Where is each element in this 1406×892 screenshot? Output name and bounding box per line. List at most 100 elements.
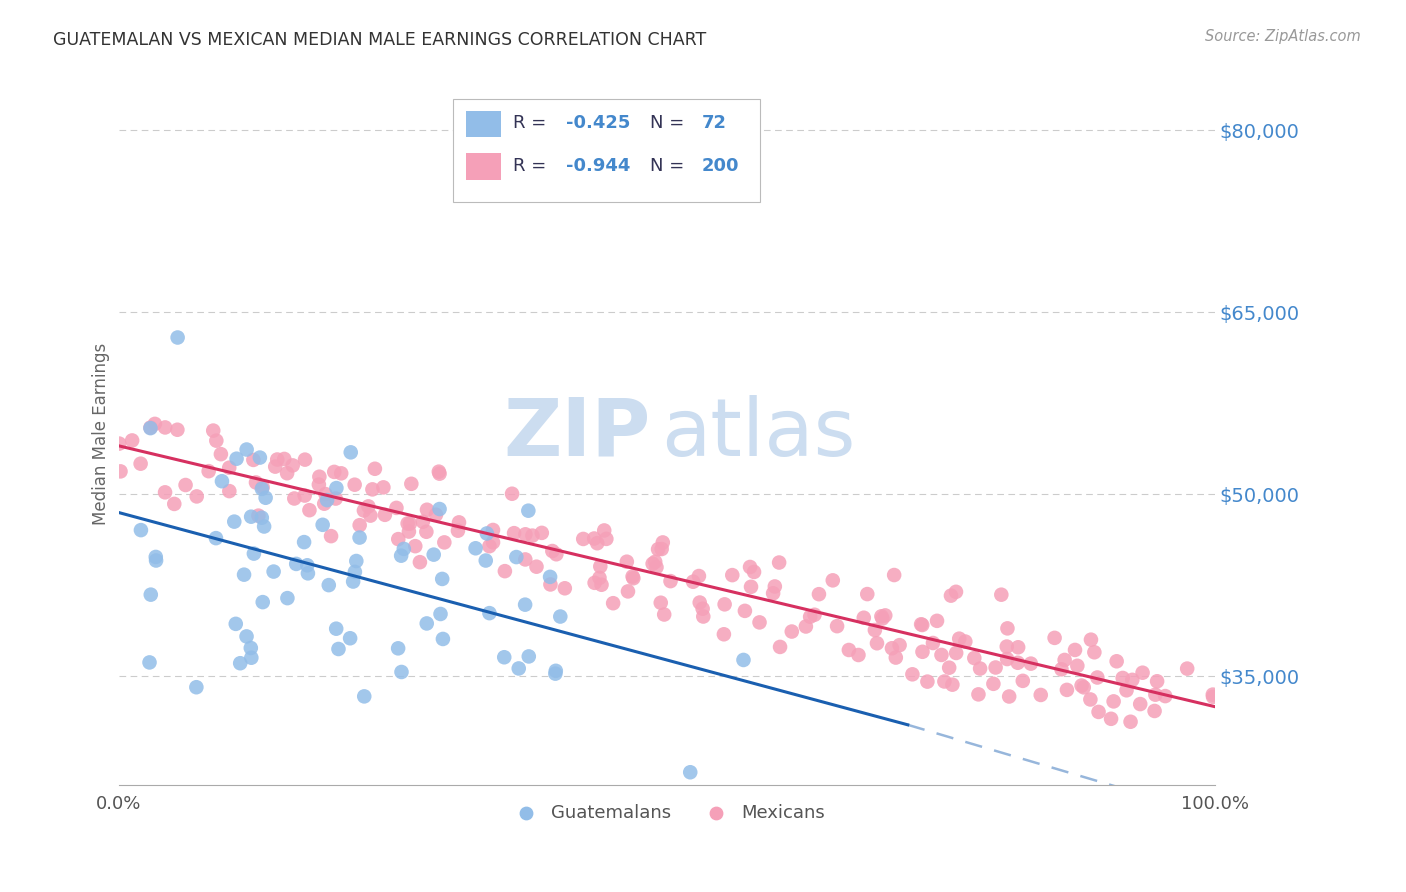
Point	[339, 632, 361, 646]
Point	[401, 476, 423, 491]
Point	[389, 549, 412, 563]
Point	[679, 765, 702, 780]
Point	[373, 480, 395, 494]
Point	[963, 651, 986, 665]
FancyBboxPatch shape	[453, 100, 759, 202]
Point	[1202, 688, 1225, 702]
Point	[503, 526, 526, 541]
Point	[314, 487, 336, 501]
Point	[281, 458, 304, 473]
Point	[1056, 682, 1078, 697]
Point	[342, 574, 364, 589]
FancyBboxPatch shape	[465, 111, 501, 137]
Point	[349, 531, 371, 545]
Text: N =: N =	[650, 114, 690, 132]
Point	[1202, 690, 1225, 704]
Point	[1119, 714, 1142, 729]
Point	[941, 678, 963, 692]
Text: R =: R =	[513, 157, 553, 175]
Point	[391, 665, 413, 679]
Point	[308, 477, 330, 491]
Text: atlas: atlas	[661, 394, 855, 473]
Point	[1087, 705, 1109, 719]
Point	[1146, 674, 1168, 689]
Point	[1064, 643, 1087, 657]
Point	[659, 574, 682, 588]
Point	[343, 477, 366, 491]
Point	[138, 656, 160, 670]
Point	[641, 557, 664, 571]
Point	[517, 504, 540, 518]
Point	[546, 547, 568, 561]
Point	[323, 465, 346, 479]
Point	[225, 451, 247, 466]
Point	[995, 652, 1018, 666]
Point	[505, 550, 527, 565]
Point	[593, 524, 616, 538]
Point	[589, 559, 612, 574]
Point	[621, 571, 644, 585]
Point	[314, 497, 336, 511]
Point	[432, 632, 454, 646]
Point	[550, 609, 572, 624]
Point	[934, 674, 956, 689]
Point	[429, 607, 451, 621]
Point	[1105, 654, 1128, 668]
Point	[404, 539, 426, 553]
Point	[432, 572, 454, 586]
Point	[1029, 688, 1052, 702]
Point	[689, 595, 711, 609]
Legend: Guatemalans, Mexicans: Guatemalans, Mexicans	[501, 797, 832, 830]
Point	[748, 615, 770, 630]
Point	[1121, 673, 1143, 687]
Point	[1143, 704, 1166, 718]
Point	[292, 535, 315, 549]
Point	[1144, 688, 1167, 702]
Point	[143, 417, 166, 431]
Point	[969, 661, 991, 675]
Point	[121, 434, 143, 448]
Point	[688, 569, 710, 583]
Point	[398, 524, 420, 539]
Point	[163, 497, 186, 511]
Point	[645, 560, 668, 574]
Point	[692, 609, 714, 624]
Point	[247, 508, 270, 523]
Point	[139, 588, 162, 602]
Point	[651, 535, 673, 549]
Point	[254, 491, 277, 505]
Point	[998, 690, 1021, 704]
Point	[235, 442, 257, 457]
Point	[870, 609, 893, 624]
Point	[1085, 671, 1108, 685]
Point	[713, 598, 735, 612]
Point	[357, 500, 380, 514]
Point	[166, 423, 188, 437]
Point	[1175, 662, 1198, 676]
Point	[1154, 689, 1177, 703]
Point	[294, 489, 316, 503]
Text: R =: R =	[513, 114, 553, 132]
Point	[911, 645, 934, 659]
Point	[938, 661, 960, 675]
Point	[339, 445, 361, 459]
Point	[647, 542, 669, 557]
Point	[399, 516, 422, 531]
Point	[233, 567, 256, 582]
Point	[621, 569, 644, 583]
Point	[554, 582, 576, 596]
Point	[875, 608, 897, 623]
Point	[218, 484, 240, 499]
Point	[239, 640, 262, 655]
Point	[474, 553, 496, 567]
Point	[682, 574, 704, 589]
Point	[997, 621, 1019, 635]
Point	[1112, 671, 1135, 685]
Point	[276, 467, 298, 481]
Point	[1019, 657, 1042, 671]
Point	[478, 539, 501, 553]
Point	[713, 627, 735, 641]
Point	[872, 611, 894, 625]
Point	[945, 646, 967, 660]
Point	[803, 607, 825, 622]
